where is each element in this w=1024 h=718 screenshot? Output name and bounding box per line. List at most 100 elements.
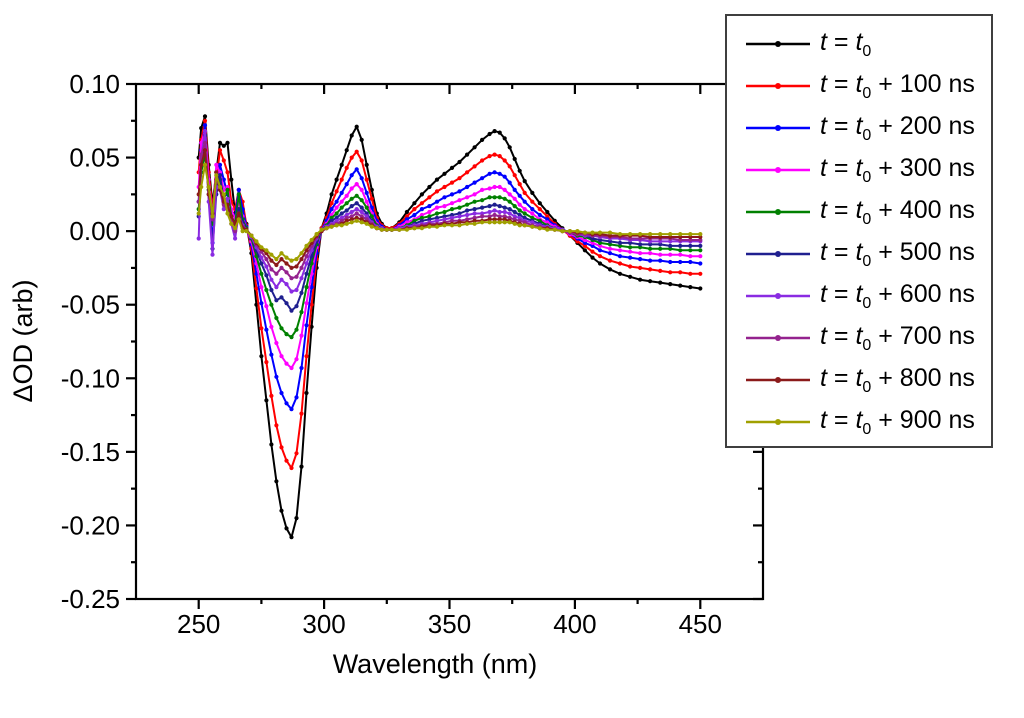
series-marker [497,214,502,219]
series-marker [225,187,230,192]
series-marker [457,189,462,194]
series-marker [567,229,573,234]
series-marker [688,259,693,265]
series-marker [517,168,522,173]
series-marker [449,212,455,218]
series-marker [289,465,294,471]
series-marker [507,145,512,150]
series-marker [404,209,409,215]
series-marker [294,287,299,293]
series-marker [264,248,269,253]
series-marker [304,390,309,396]
y-tick-label: -0.05 [61,290,120,320]
series-marker [628,245,633,250]
series-marker [334,218,339,223]
series-marker [309,324,314,329]
x-tick-label: 400 [553,609,596,639]
series-line-2 [197,124,702,411]
series-marker [492,217,497,222]
series-marker [688,237,693,243]
series-marker [202,129,208,134]
series-marker [279,508,284,513]
series-marker [698,237,703,243]
series-marker [442,217,447,222]
series-marker [457,198,462,203]
series-marker [304,323,309,328]
series-marker [225,211,230,216]
series-marker [530,224,535,229]
series-marker [668,259,673,265]
series-marker [507,192,512,197]
series-marker [607,251,613,256]
series-marker [597,230,603,235]
series-marker [364,221,369,226]
series-marker [217,140,223,145]
x-tick-label: 450 [679,609,722,639]
legend-swatch [746,251,810,257]
series-marker [329,218,334,223]
series-marker [658,239,663,244]
series-marker [199,162,204,167]
series-marker [349,204,354,209]
series-marker [264,264,269,269]
legend-label: t = t0 + 100 ns [820,69,975,102]
y-axis-title: ΔOD (arb) [8,279,38,402]
series-marker [480,198,485,203]
series-marker [206,184,211,190]
series-marker [339,218,344,223]
series-marker [294,257,299,262]
series-marker [668,239,673,244]
series-marker [274,340,279,346]
series-marker [698,286,703,291]
series-marker [344,165,349,170]
series-marker [492,170,497,175]
series-marker [344,221,349,226]
series-marker [359,220,364,225]
series-marker [617,261,623,266]
series-marker [678,243,683,248]
series-marker [688,248,693,253]
series-marker [537,226,542,231]
series-marker [259,285,264,290]
series-marker [419,226,424,231]
series-marker [472,199,477,204]
series-marker [339,223,344,228]
series-marker [607,242,613,247]
series-marker [389,227,394,232]
series-marker [512,209,517,215]
series-marker [244,229,249,234]
series-marker [517,215,522,220]
series-marker [274,423,279,428]
series-marker [221,158,226,163]
series-marker [202,148,208,153]
series-marker [628,232,633,237]
legend-swatch [746,41,810,47]
legend-label: t = t0 + 300 ns [820,153,975,186]
series-marker [259,301,264,306]
series-marker [427,195,432,200]
series-marker [472,192,477,197]
series-marker [359,205,364,210]
series-marker [221,207,226,212]
series-marker [512,173,517,178]
series-marker [512,196,517,201]
series-marker [668,282,673,287]
series-marker [259,326,264,331]
series-marker [497,154,502,159]
series-marker [279,445,284,450]
series-marker [329,224,334,229]
series-marker [658,258,663,263]
series-marker [264,360,269,365]
series-marker [628,274,633,279]
series-marker [492,208,497,213]
legend-label: t = t0 + 800 ns [820,363,975,396]
series-marker [607,258,613,263]
series-marker [668,243,673,248]
legend-label: t = t0 + 400 ns [820,195,975,228]
series-marker [354,207,359,212]
series-marker [648,267,653,272]
series-marker [502,217,507,222]
series-marker [214,173,219,178]
series-marker [678,259,683,265]
series-marker [349,173,354,178]
